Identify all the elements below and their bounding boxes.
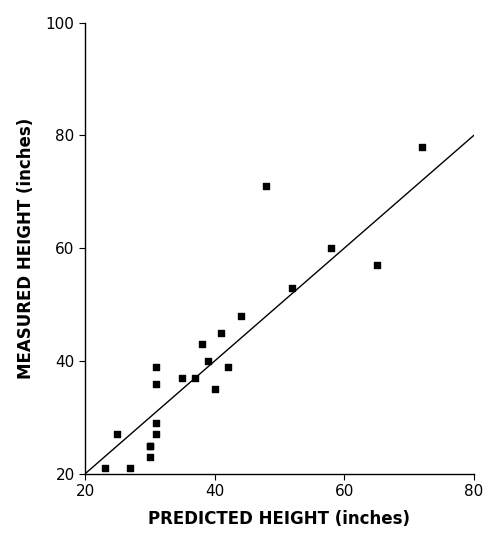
Point <box>114 430 122 439</box>
Point <box>146 452 154 461</box>
Point <box>198 340 205 348</box>
Point <box>372 261 380 270</box>
Point <box>224 362 232 371</box>
Point <box>152 379 160 388</box>
Point <box>191 373 199 382</box>
Point <box>140 475 147 484</box>
Point <box>178 373 186 382</box>
Point <box>152 430 160 439</box>
Point <box>152 419 160 427</box>
Point <box>418 142 426 151</box>
Point <box>217 329 225 337</box>
Point <box>146 441 154 450</box>
Point <box>152 362 160 371</box>
Point <box>327 244 335 252</box>
Y-axis label: MEASURED HEIGHT (inches): MEASURED HEIGHT (inches) <box>16 118 34 379</box>
Point <box>100 464 108 473</box>
X-axis label: PREDICTED HEIGHT (inches): PREDICTED HEIGHT (inches) <box>148 510 410 528</box>
Point <box>146 441 154 450</box>
Point <box>262 182 270 191</box>
Point <box>210 385 218 393</box>
Point <box>204 356 212 365</box>
Point <box>126 464 134 473</box>
Point <box>288 283 296 292</box>
Point <box>236 312 244 320</box>
